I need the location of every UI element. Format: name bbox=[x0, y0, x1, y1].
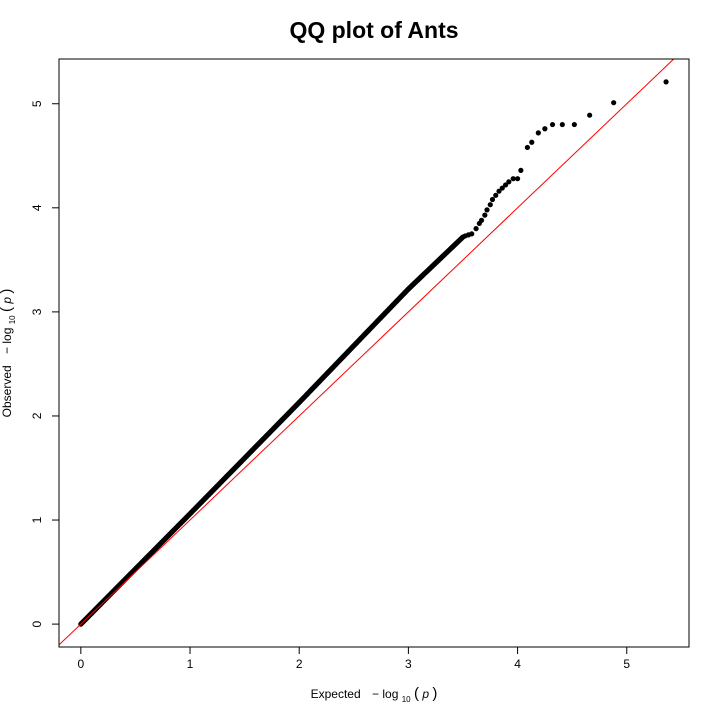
tail-point bbox=[506, 179, 512, 185]
tail-point bbox=[473, 226, 479, 232]
x-label-base: 10 bbox=[402, 695, 411, 704]
x-label-log: log bbox=[382, 687, 398, 701]
x-label-var: p bbox=[421, 687, 429, 701]
tail-point bbox=[524, 144, 531, 151]
x-tick-label: 0 bbox=[77, 657, 84, 671]
tail-point bbox=[502, 182, 509, 188]
x-label-prefix: Expected bbox=[311, 687, 361, 701]
y-tick-label: 0 bbox=[30, 620, 44, 627]
tail-point bbox=[514, 176, 521, 182]
x-tick-label: 5 bbox=[623, 657, 630, 671]
tail-point bbox=[587, 112, 593, 118]
y-axis: 0 1 2 3 4 5 bbox=[30, 100, 59, 627]
tail-point bbox=[529, 139, 535, 145]
y-tick-label: 4 bbox=[30, 204, 44, 211]
x-tick-label: 2 bbox=[296, 657, 303, 671]
y-label-var: p bbox=[0, 297, 14, 305]
y-label-minus: − bbox=[0, 347, 14, 354]
tail-point bbox=[487, 202, 493, 208]
tail-point bbox=[549, 121, 556, 128]
y-tick-label: 2 bbox=[30, 412, 44, 419]
reference-line bbox=[58, 58, 675, 646]
x-axis: 0 1 2 3 4 5 bbox=[77, 647, 630, 671]
tail-point bbox=[571, 121, 577, 128]
y-tick-label: 1 bbox=[30, 516, 44, 523]
y-label-open-paren: ( bbox=[0, 307, 15, 312]
chart-title: QQ plot of Ants bbox=[289, 17, 458, 43]
tail-point bbox=[559, 121, 565, 128]
y-axis-label: Observed − log 10 ( p ) bbox=[0, 289, 18, 418]
x-tick-label: 3 bbox=[405, 657, 412, 671]
tail-point bbox=[496, 188, 502, 194]
x-tick-label: 1 bbox=[187, 657, 194, 671]
tail-point bbox=[535, 130, 541, 136]
y-label-base: 10 bbox=[8, 315, 17, 324]
tail-point bbox=[499, 185, 505, 191]
y-label-prefix: Observed bbox=[0, 365, 14, 417]
plot-frame bbox=[58, 58, 690, 648]
tail-point bbox=[469, 231, 475, 237]
x-label-open-paren: ( bbox=[414, 685, 419, 702]
y-tick-label: 5 bbox=[30, 100, 44, 107]
tail-point bbox=[542, 126, 548, 132]
y-label-log: log bbox=[0, 328, 14, 344]
tail-point bbox=[493, 192, 499, 198]
tail-point bbox=[478, 217, 485, 223]
tail-point bbox=[611, 100, 617, 106]
tail-point bbox=[489, 196, 496, 203]
x-axis-label: Expected − log 10 ( p ) bbox=[311, 685, 438, 705]
tail-point bbox=[518, 167, 524, 173]
tail-point bbox=[663, 79, 669, 85]
x-label-close-paren: ) bbox=[432, 685, 437, 702]
y-label-close-paren: ) bbox=[0, 289, 15, 294]
x-tick-label: 4 bbox=[514, 657, 521, 671]
y-tick-label: 3 bbox=[30, 308, 44, 315]
tail-point bbox=[510, 176, 516, 182]
tail-point bbox=[484, 207, 490, 213]
tail-point bbox=[482, 212, 488, 218]
x-label-minus: − bbox=[372, 687, 379, 701]
tail-points bbox=[462, 79, 669, 239]
